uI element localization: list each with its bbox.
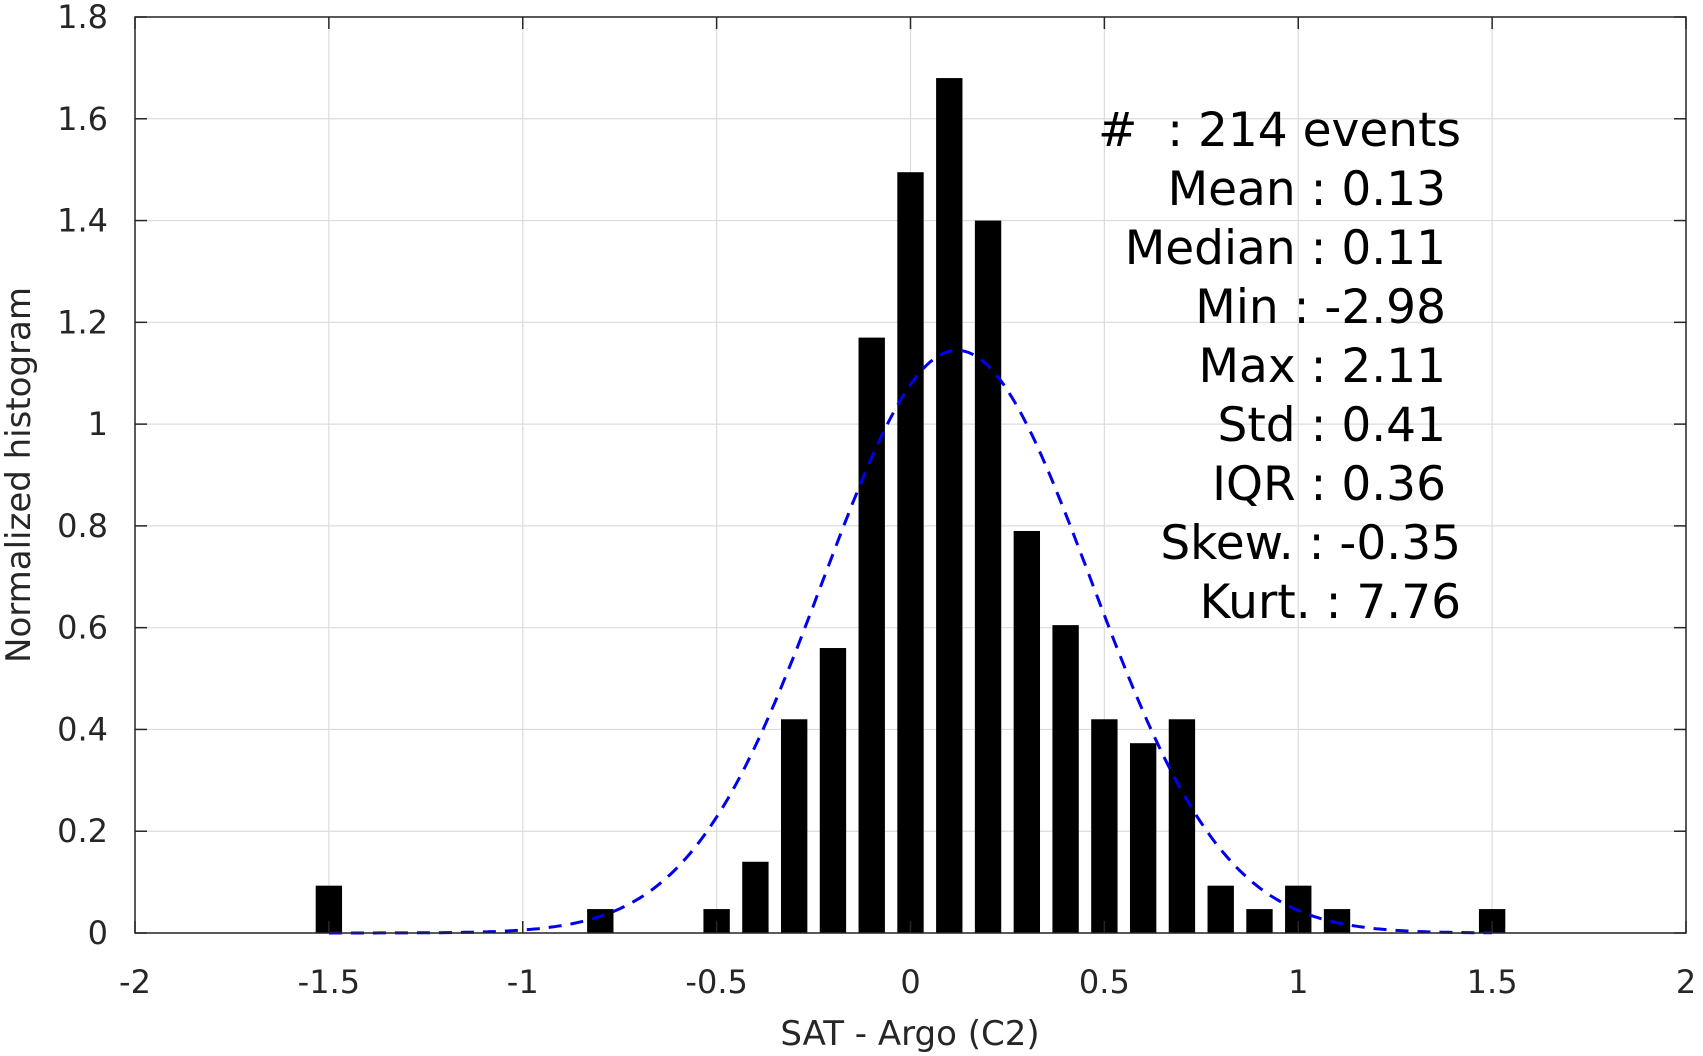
histogram-bars	[315, 78, 1506, 934]
x-tick-label: 0	[900, 963, 920, 1001]
y-tick-label: 0.8	[57, 507, 108, 545]
stats-line: Max : 2.11	[1198, 339, 1446, 394]
y-tick-label: 0.4	[57, 710, 108, 748]
histogram-bar	[1091, 719, 1118, 933]
x-tick-label: 0.5	[1079, 963, 1130, 1001]
y-axis-title: Normalized histogram	[0, 287, 39, 663]
x-tick-label: -1.5	[298, 963, 360, 1001]
histogram-bar	[587, 909, 614, 933]
x-tick-labels: -2 -1.5 -1 -0.5 0 0.5 1 1.5 2	[119, 963, 1696, 1001]
stats-line: Min : -2.98	[1195, 280, 1446, 335]
histogram-bar	[858, 337, 885, 934]
y-tick-label: 0.6	[57, 609, 108, 647]
y-tick-label: 1	[88, 405, 108, 443]
x-tick-label: -1	[507, 963, 539, 1001]
stats-line: Mean : 0.13	[1168, 162, 1446, 217]
histogram-bar	[1323, 909, 1351, 933]
histogram-bar	[936, 78, 963, 934]
histogram-bar	[1052, 625, 1079, 933]
x-tick-label: 1.5	[1467, 963, 1518, 1001]
x-axis-title: SAT - Argo (C2)	[780, 1014, 1039, 1054]
y-tick-label: 1.6	[57, 100, 108, 138]
y-tick-label: 1.2	[57, 303, 108, 341]
y-tick-label: 1.8	[57, 0, 108, 36]
normal-fit-curve	[328, 348, 1493, 935]
stats-line: IQR : 0.36	[1212, 457, 1446, 512]
x-tick-label: -0.5	[685, 963, 747, 1001]
stats-line: Kurt. : 7.76	[1200, 575, 1461, 630]
histogram-bar	[819, 648, 847, 933]
y-tick-label: 0.2	[57, 812, 108, 850]
histogram-bar	[1013, 530, 1041, 933]
histogram-bar	[897, 172, 924, 933]
histogram-bar	[1129, 743, 1157, 933]
y-tick-labels: 0 0.2 0.4 0.6 0.8 1 1.2 1.4 1.6 1.8	[57, 0, 108, 952]
stats-line: Skew. : -0.35	[1160, 516, 1461, 571]
y-tick-label: 0	[88, 914, 108, 952]
stats-line: # : 214 events	[1098, 103, 1461, 158]
stats-line: Std : 0.41	[1218, 398, 1446, 453]
x-tick-label: -2	[119, 963, 151, 1001]
axis-ticks	[134, 16, 1687, 934]
x-tick-label: 1	[1288, 963, 1308, 1001]
histogram-bar	[1246, 909, 1273, 933]
stats-line: Median : 0.11	[1125, 221, 1446, 276]
x-tick-label: 2	[1676, 963, 1696, 1001]
histogram-bar	[974, 220, 1002, 934]
histogram-bar	[1207, 885, 1234, 933]
histogram-bar	[742, 861, 769, 933]
y-tick-label: 1.4	[57, 202, 108, 240]
histogram-bar	[1168, 719, 1196, 933]
histogram-bar	[780, 719, 808, 933]
